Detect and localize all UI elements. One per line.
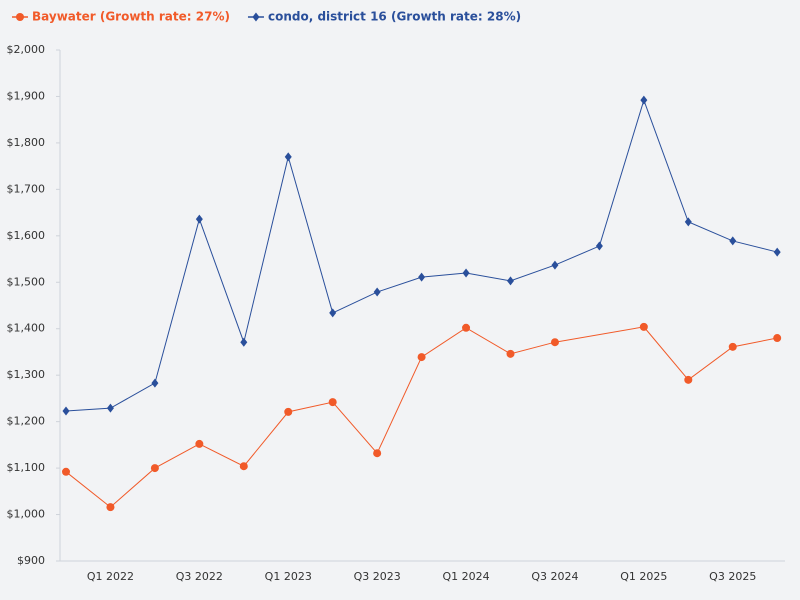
point bbox=[684, 217, 692, 227]
point bbox=[639, 322, 648, 331]
y-tick-label: $1,200 bbox=[7, 415, 46, 428]
point bbox=[373, 287, 381, 297]
point bbox=[195, 214, 203, 224]
point bbox=[373, 449, 382, 458]
point bbox=[151, 378, 159, 388]
y-tick-label: $900 bbox=[17, 554, 45, 567]
point bbox=[640, 95, 648, 105]
point bbox=[551, 260, 559, 270]
point bbox=[195, 439, 204, 448]
y-tick-label: $1,900 bbox=[7, 89, 46, 102]
point bbox=[240, 337, 248, 347]
point bbox=[328, 398, 337, 407]
legend-marker bbox=[252, 12, 260, 22]
point bbox=[550, 338, 559, 347]
series-line bbox=[643, 326, 778, 381]
legend-label: Baywater (Growth rate: 27%) bbox=[32, 10, 230, 24]
point bbox=[417, 353, 426, 362]
series-line bbox=[65, 327, 556, 508]
x-tick-label: Q1 2024 bbox=[442, 570, 489, 583]
point bbox=[773, 247, 781, 257]
point bbox=[284, 407, 293, 416]
y-tick-label: $1,800 bbox=[7, 136, 46, 149]
point bbox=[284, 152, 292, 162]
point bbox=[239, 462, 248, 471]
x-tick-label: Q1 2023 bbox=[265, 570, 312, 583]
point bbox=[150, 464, 159, 473]
gap-connector bbox=[554, 326, 644, 343]
point bbox=[462, 323, 471, 332]
x-tick-label: Q1 2022 bbox=[87, 570, 134, 583]
y-tick-label: $2,000 bbox=[7, 43, 46, 56]
y-tick-label: $1,300 bbox=[7, 368, 46, 381]
point bbox=[728, 342, 737, 351]
legend-label: condo, district 16 (Growth rate: 28%) bbox=[268, 10, 521, 24]
point bbox=[729, 236, 737, 246]
x-tick-label: Q3 2023 bbox=[354, 570, 401, 583]
y-tick-label: $1,100 bbox=[7, 461, 46, 474]
point bbox=[329, 308, 337, 318]
point bbox=[507, 276, 514, 286]
x-tick-label: Q3 2024 bbox=[531, 570, 578, 583]
point bbox=[506, 349, 515, 358]
x-tick-label: Q3 2025 bbox=[709, 570, 756, 583]
point bbox=[62, 467, 70, 476]
point bbox=[684, 375, 693, 384]
point bbox=[418, 272, 426, 282]
y-tick-label: $1,600 bbox=[7, 229, 46, 242]
point bbox=[595, 241, 603, 251]
legend-marker bbox=[16, 13, 24, 21]
y-tick-label: $1,000 bbox=[7, 508, 46, 521]
point bbox=[62, 406, 70, 416]
point bbox=[106, 503, 115, 512]
x-tick-label: Q3 2022 bbox=[176, 570, 223, 583]
point bbox=[773, 334, 782, 343]
point bbox=[106, 403, 114, 413]
point bbox=[462, 268, 470, 278]
y-tick-label: $1,400 bbox=[7, 322, 46, 335]
y-tick-label: $1,500 bbox=[7, 275, 46, 288]
y-tick-label: $1,700 bbox=[7, 182, 46, 195]
x-tick-label: Q1 2025 bbox=[620, 570, 667, 583]
